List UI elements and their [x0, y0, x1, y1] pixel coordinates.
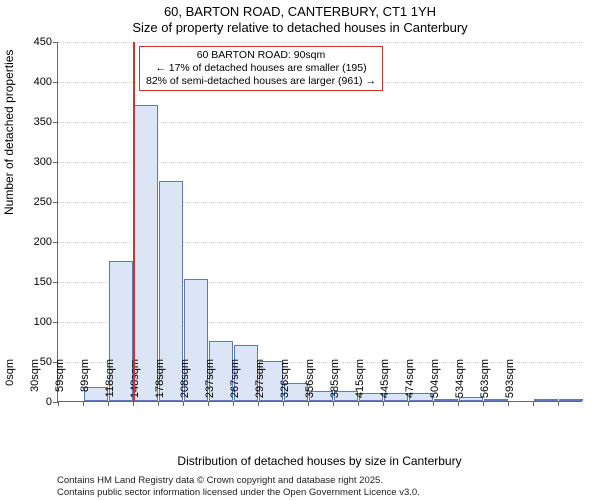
ytick-label: 400	[34, 76, 58, 88]
ytick-label: 150	[34, 276, 58, 288]
attribution: Contains HM Land Registry data © Crown c…	[57, 475, 420, 498]
xtick-label: 267sqm	[229, 359, 241, 409]
xtick-label: 89sqm	[79, 359, 91, 409]
attribution-line1: Contains HM Land Registry data © Crown c…	[57, 475, 420, 486]
xtick-label: 326sqm	[279, 359, 291, 409]
xtick-mark	[533, 401, 534, 406]
xtick-label: 593sqm	[504, 359, 516, 409]
chart-title-line1: 60, BARTON ROAD, CANTERBURY, CT1 1YH	[0, 4, 600, 19]
annotation-box: 60 BARTON ROAD: 90sqm← 17% of detached h…	[139, 46, 383, 91]
xtick-label: 118sqm	[104, 359, 116, 409]
xtick-label: 208sqm	[179, 359, 191, 409]
y-axis-label: Number of detached properties	[2, 50, 16, 215]
xtick-label: 445sqm	[379, 359, 391, 409]
xtick-label: 415sqm	[354, 359, 366, 409]
xtick-label: 563sqm	[479, 359, 491, 409]
xtick-label: 148sqm	[129, 359, 141, 409]
xtick-label: 385sqm	[329, 359, 341, 409]
ytick-label: 350	[34, 116, 58, 128]
x-axis-label: Distribution of detached houses by size …	[57, 454, 582, 468]
chart-container: 60, BARTON ROAD, CANTERBURY, CT1 1YH Siz…	[0, 0, 600, 500]
xtick-label: 178sqm	[154, 359, 166, 409]
annotation-line: 60 BARTON ROAD: 90sqm	[146, 49, 376, 62]
ytick-label: 250	[34, 196, 58, 208]
ytick-label: 200	[34, 236, 58, 248]
plot-area: 0501001502002503003504004500sqm30sqm59sq…	[57, 42, 582, 402]
xtick-mark	[558, 401, 559, 406]
ytick-label: 300	[34, 156, 58, 168]
xtick-label: 237sqm	[204, 359, 216, 409]
annotation-line: 82% of semi-detached houses are larger (…	[146, 75, 376, 88]
histogram-bar	[534, 399, 558, 401]
histogram-bar	[134, 105, 158, 401]
xtick-label: 534sqm	[454, 359, 466, 409]
attribution-line2: Contains public sector information licen…	[57, 487, 420, 498]
xtick-label: 356sqm	[304, 359, 316, 409]
xtick-label: 30sqm	[29, 359, 41, 409]
ytick-label: 450	[34, 36, 58, 48]
xtick-label: 59sqm	[54, 359, 66, 409]
histogram-bar	[559, 399, 583, 401]
xtick-label: 0sqm	[4, 359, 16, 409]
xtick-label: 297sqm	[254, 359, 266, 409]
ytick-label: 100	[34, 316, 58, 328]
annotation-line: ← 17% of detached houses are smaller (19…	[146, 62, 376, 75]
xtick-label: 504sqm	[429, 359, 441, 409]
chart-title-line2: Size of property relative to detached ho…	[0, 20, 600, 35]
xtick-label: 474sqm	[404, 359, 416, 409]
gridline	[58, 42, 582, 43]
marker-line	[133, 42, 135, 401]
